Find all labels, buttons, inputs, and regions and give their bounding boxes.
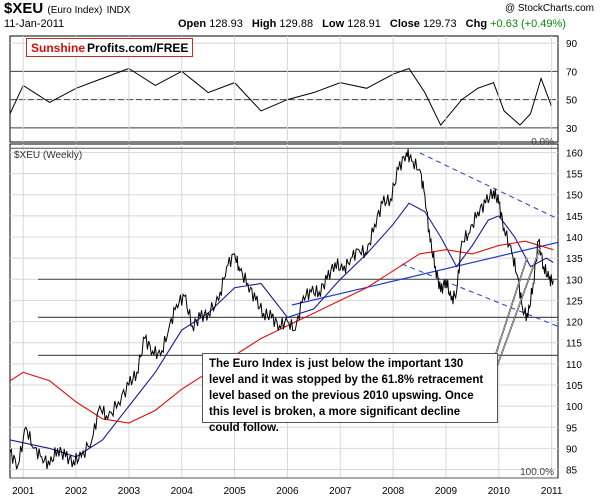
open-value: 128.93 xyxy=(209,18,243,30)
symbol: $XEU xyxy=(4,0,44,17)
price-panel-frame xyxy=(9,143,559,479)
price-tick-label-130: 130 xyxy=(566,275,583,286)
close-label: Close xyxy=(389,18,420,30)
symbol-title: $XEU (Euro Index) INDX xyxy=(4,0,130,17)
price-plot-group xyxy=(10,148,558,470)
chart-date: 11-Jan-2011 xyxy=(4,18,65,30)
price-tick-label-90: 90 xyxy=(566,444,578,455)
price-tick-label-115: 115 xyxy=(566,339,582,350)
x-tick-label-2007: 2007 xyxy=(329,486,352,497)
credit: @ StockCharts.com xyxy=(504,3,594,14)
price-tick-label-150: 150 xyxy=(566,191,583,202)
channel-upper-dashed xyxy=(419,152,558,220)
price-tick-label-100: 100 xyxy=(566,402,583,413)
x-tick-label-2009: 2009 xyxy=(435,486,458,497)
price-tick-label-145: 145 xyxy=(566,212,583,223)
x-tick-label-2011: 2011 xyxy=(541,486,563,497)
support-trendline xyxy=(291,241,558,306)
chg-value: +0.63 (+0.49%) xyxy=(490,18,566,30)
high-label: High xyxy=(251,18,277,30)
logo-part1: Sunshine xyxy=(31,40,86,55)
x-tick-label-2010: 2010 xyxy=(488,486,511,497)
x-tick-label-2005: 2005 xyxy=(223,486,246,497)
price-tick-label-110: 110 xyxy=(566,360,582,371)
rsi-tick-label-50: 50 xyxy=(566,96,578,107)
x-tick-label-2002: 2002 xyxy=(65,486,88,497)
exchange: INDX xyxy=(106,5,131,16)
price-tick-label-140: 140 xyxy=(566,233,583,244)
rsi-tick-label-90: 90 xyxy=(566,39,578,50)
high-value: 129.88 xyxy=(279,18,314,30)
price-tick-label-125: 125 xyxy=(566,296,583,307)
price-panel-label: $XEU (Weekly) xyxy=(14,150,82,161)
fib-label: 0.0% xyxy=(531,137,554,148)
annotation-pointer-2-inner xyxy=(494,247,541,373)
price-tick-label-120: 120 xyxy=(566,318,583,329)
x-tick-label-2004: 2004 xyxy=(171,486,194,497)
rsi-tick-label-70: 70 xyxy=(566,67,578,78)
price-tick-label-105: 105 xyxy=(566,381,583,392)
price-tick-label-95: 95 xyxy=(566,423,578,434)
low-value: 128.91 xyxy=(347,18,381,30)
price-tick-label-160: 160 xyxy=(566,148,583,159)
long-moving-average-line xyxy=(10,240,554,424)
price-tick-label-135: 135 xyxy=(566,254,583,265)
x-tick-label-2001: 2001 xyxy=(12,486,35,497)
fib-label: 100.0% xyxy=(520,467,554,478)
price-line xyxy=(10,148,554,470)
ohlc-readout: Open 128.93 High 129.88 Low 128.91 Close… xyxy=(178,18,566,30)
logo-part2: Profits.com/FREE xyxy=(87,40,189,55)
open-label: Open xyxy=(178,18,207,30)
low-label: Low xyxy=(322,18,345,30)
sunshine-logo: Sunshine Profits.com/FREE xyxy=(26,38,194,57)
annotation-box: The Euro Index is just below the importa… xyxy=(202,353,498,434)
symbol-name: (Euro Index) xyxy=(47,5,103,16)
x-tick-label-2008: 2008 xyxy=(382,486,405,497)
chg-label: Chg xyxy=(465,18,488,30)
rsi-tick-label-30: 30 xyxy=(566,124,578,135)
price-tick-label-85: 85 xyxy=(566,466,578,477)
price-tick-label-155: 155 xyxy=(566,170,583,181)
close-value: 129.73 xyxy=(422,18,457,30)
x-tick-label-2006: 2006 xyxy=(276,486,299,497)
x-tick-label-2003: 2003 xyxy=(118,486,141,497)
short-moving-average-line xyxy=(10,202,554,458)
